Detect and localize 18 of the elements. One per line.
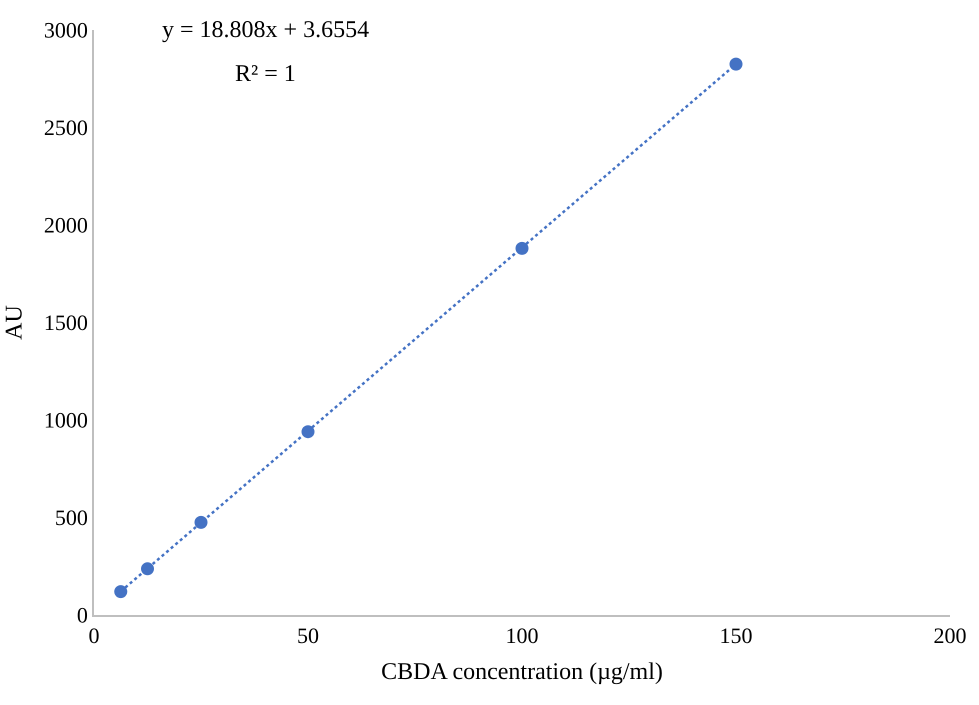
point — [730, 58, 742, 71]
annotation: y = 18.808x + 3.6554 — [162, 17, 370, 43]
y-tick-label: 500 — [54, 505, 88, 530]
y-tick-label: 0 — [76, 602, 88, 628]
y-tick-label: 1500 — [44, 310, 88, 336]
point — [194, 516, 208, 529]
y-tick-label: 2000 — [44, 212, 88, 238]
x-tick-label: 100 — [506, 623, 538, 648]
x-tick-label: 150 — [720, 623, 752, 648]
annotation: R² = 1 — [235, 61, 296, 87]
y-tick-label: 3000 — [44, 18, 88, 43]
x-tick-label: 200 — [934, 623, 966, 648]
x-tick-label: 50 — [297, 623, 319, 648]
y-tick-label: 2500 — [44, 115, 88, 140]
x-axis-title: CBDA concentration (µg/ml) — [381, 658, 663, 685]
y-axis-title: AU — [1, 305, 28, 340]
point — [114, 585, 128, 598]
y-tick-label: 1000 — [44, 408, 88, 433]
